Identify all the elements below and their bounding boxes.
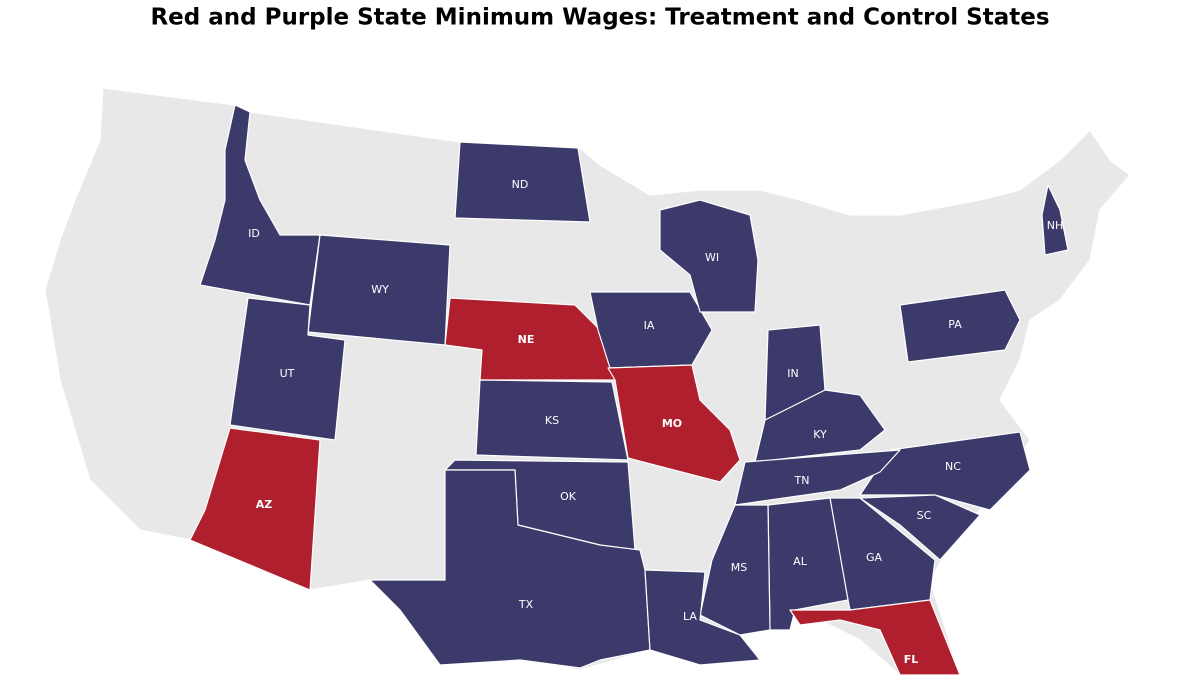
state [199, 104, 321, 306]
state-label: NH [1047, 219, 1064, 232]
state-label: WY [371, 283, 389, 296]
state [607, 364, 741, 483]
state-label: TN [794, 474, 810, 487]
state-label: IN [787, 367, 798, 380]
state-label: MS [731, 561, 747, 574]
state [734, 449, 901, 506]
state [899, 289, 1021, 363]
state-label: SC [917, 509, 932, 522]
state-label: AL [793, 555, 808, 568]
state-label: KY [813, 428, 827, 441]
state [789, 599, 961, 675]
state-label: FL [904, 653, 919, 666]
state-label: AZ [256, 498, 273, 511]
state [444, 297, 616, 381]
state [644, 569, 761, 666]
state-label: LA [683, 610, 697, 623]
state-label: GA [866, 551, 883, 564]
state [229, 297, 346, 441]
state [859, 494, 981, 561]
state [1041, 184, 1069, 256]
state-label: NC [945, 460, 961, 473]
state-label: ID [248, 227, 260, 240]
state-label: IA [644, 319, 655, 332]
state-label: MO [662, 417, 682, 430]
state [859, 431, 1031, 511]
state-label: PA [948, 318, 962, 331]
state-label: UT [280, 367, 295, 380]
state-label: NE [518, 333, 535, 346]
state [659, 199, 759, 313]
map-title: Red and Purple State Minimum Wages: Trea… [150, 5, 1049, 31]
state-label: OK [560, 490, 577, 503]
state [454, 141, 591, 223]
state-label: KS [545, 414, 559, 427]
state-labels: ND ID WY NE IA WI NH PA UT KS MO IN KY NC TN AZ OK SC GA AL… [248, 178, 1063, 666]
state-label: ND [512, 178, 529, 191]
state-label: TX [518, 598, 534, 611]
state [369, 469, 651, 669]
states [189, 104, 1069, 675]
state [189, 427, 321, 591]
state [475, 379, 629, 461]
state-label: WI [705, 251, 719, 264]
